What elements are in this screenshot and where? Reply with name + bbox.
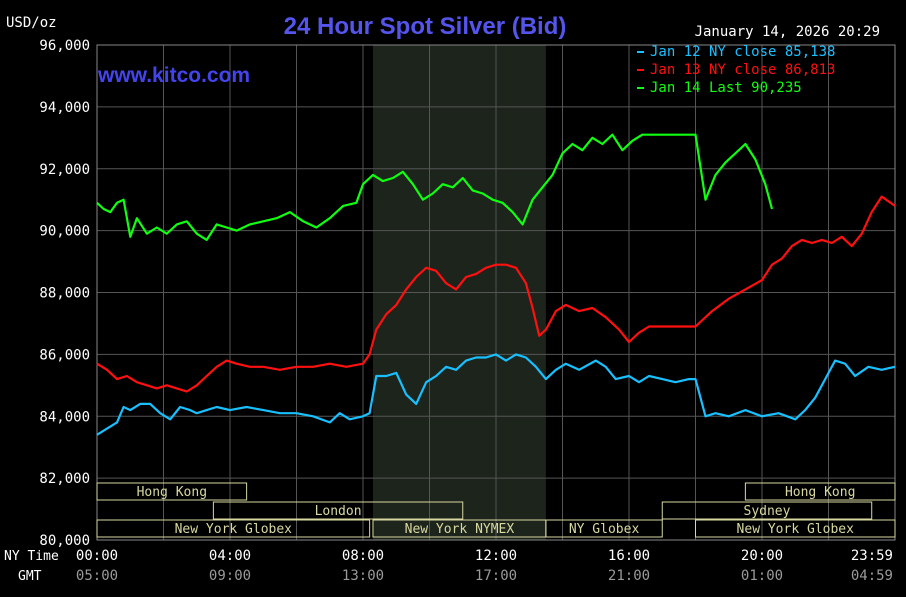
x-tick-gmt-label: 04:59 xyxy=(851,568,893,584)
legend-entry: Jan 13 NY close 86,813 xyxy=(650,62,835,78)
series-line xyxy=(96,353,896,436)
x-tick-gmt-label: 01:00 xyxy=(741,568,783,584)
y-tick-label: 94,000 xyxy=(39,100,90,116)
ny-time-label: NY Time xyxy=(4,549,59,564)
session-label: London xyxy=(315,504,362,519)
y-tick-label: 90,000 xyxy=(39,224,90,240)
legend-entry: Jan 14 Last 90,235 xyxy=(650,80,802,96)
session-label: Sydney xyxy=(744,504,791,519)
session-label: Hong Kong xyxy=(137,485,207,500)
session-label: NY Globex xyxy=(569,522,640,537)
x-tick-gmt-label: 21:00 xyxy=(608,568,650,584)
y-tick-label: 96,000 xyxy=(39,38,90,54)
y-axis-ticks: 80,000 82,000 84,000 86,000 88,000 90,000 92,0… xyxy=(39,38,90,549)
series-line xyxy=(96,195,896,393)
x-tick-ny-label: 23:59 xyxy=(851,548,893,564)
session-box xyxy=(695,519,896,538)
x-tick-ny-label: 08:00 xyxy=(342,548,384,564)
y-tick-label: 80,000 xyxy=(39,533,90,549)
session-box xyxy=(96,519,371,538)
y-tick-label: 86,000 xyxy=(39,347,90,363)
session-box xyxy=(661,501,873,520)
session-box xyxy=(744,482,896,501)
unit-label: USD/oz xyxy=(6,15,57,31)
session-label: Hong Kong xyxy=(785,485,855,500)
price-series xyxy=(96,133,896,436)
x-tick-gmt-label: 17:00 xyxy=(475,568,517,584)
site-label: www.kitco.com xyxy=(97,64,250,87)
session-box xyxy=(212,501,464,520)
y-tick-label: 88,000 xyxy=(39,286,90,302)
legend-entry: Jan 12 NY close 85,138 xyxy=(650,44,835,60)
x-tick-ny-label: 04:00 xyxy=(209,548,251,564)
timestamp: January 14, 2026 20:29 xyxy=(695,24,880,40)
y-tick-label: 84,000 xyxy=(39,409,90,425)
x-tick-ny-label: 00:00 xyxy=(76,548,118,564)
x-tick-ny-label: 12:00 xyxy=(475,548,517,564)
x-tick-gmt-label: 09:00 xyxy=(209,568,251,584)
x-tick-ny-label: 16:00 xyxy=(608,548,650,564)
grid-lines xyxy=(96,44,896,541)
session-box xyxy=(96,482,248,501)
gmt-label: GMT xyxy=(18,569,42,584)
market-sessions: Hong Kong London New York Globex New York N… xyxy=(96,482,896,538)
session-label: New York Globex xyxy=(737,522,855,537)
x-tick-gmt-label: 13:00 xyxy=(342,568,384,584)
y-tick-label: 92,000 xyxy=(39,162,90,178)
plot-frame xyxy=(96,44,896,541)
session-label: New York Globex xyxy=(175,522,293,537)
x-tick-gmt-label: 05:00 xyxy=(76,568,118,584)
x-axis-ticks: 00:00 05:00 04:00 09:00 08:00 13:00 12:00 17:00… xyxy=(76,548,893,584)
session-box xyxy=(545,519,663,538)
x-tick-ny-label: 20:00 xyxy=(741,548,783,564)
legend: Jan 12 NY close 85,138 Jan 13 NY close 86… xyxy=(637,44,835,96)
chart-title: 24 Hour Spot Silver (Bid) xyxy=(284,13,567,40)
y-tick-label: 82,000 xyxy=(39,471,90,487)
session-label: New York NYMEX xyxy=(405,522,515,537)
series-line xyxy=(96,133,774,241)
